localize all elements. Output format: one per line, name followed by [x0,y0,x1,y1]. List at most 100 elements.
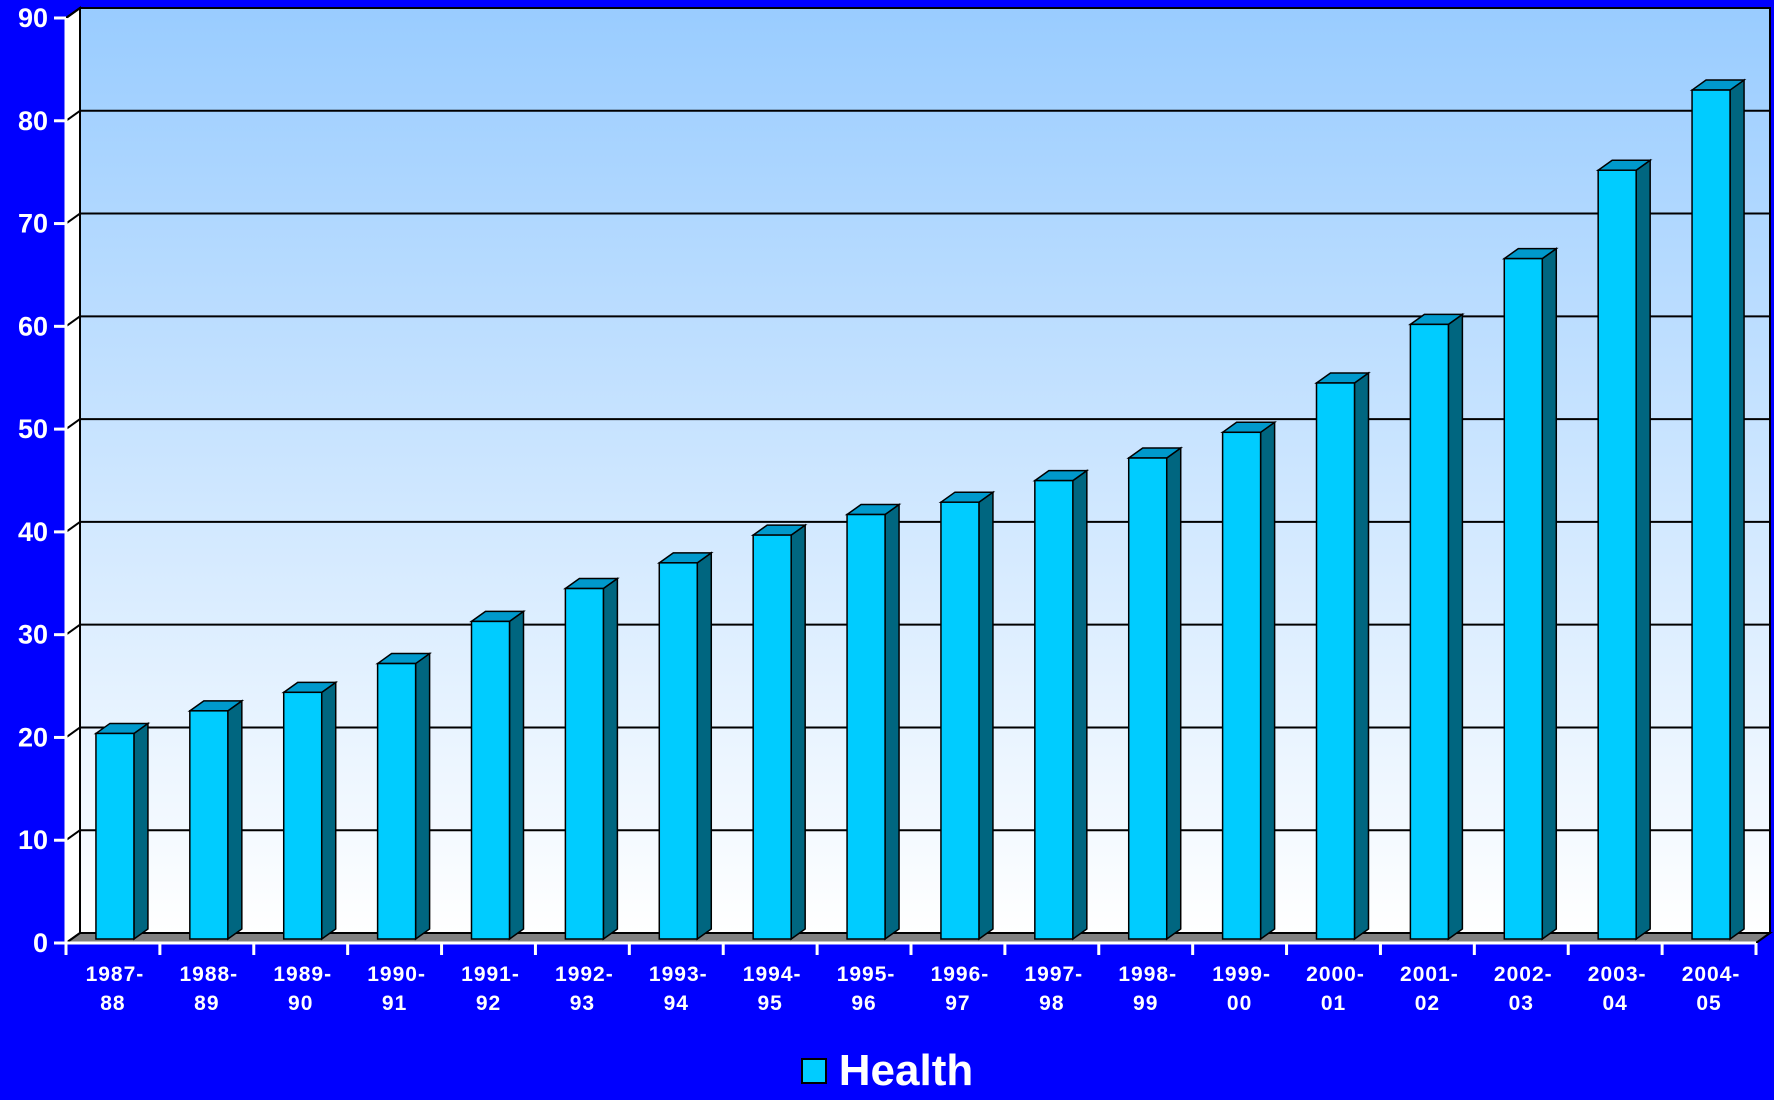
x-tick-label: 94 [664,992,689,1015]
bar-side [320,680,337,941]
x-tick-label: 1998- [1118,963,1177,986]
y-tick-label: 0 [33,928,48,958]
gridline-side [65,315,81,328]
bar-side [1729,78,1745,941]
legend-swatch-health [800,1058,827,1084]
y-tick-label: 10 [18,825,48,855]
bar-front [189,710,229,940]
legend-label-health: Health [838,1046,974,1095]
back-wall [79,7,1771,934]
gridline-side [65,109,81,122]
x-tick-label: 2001- [1400,963,1459,986]
x-tick-label: 1997- [1024,963,1083,986]
bars [93,78,1747,941]
x-tick-label: 1991- [461,963,520,986]
bar-side [414,652,431,941]
bar [1689,78,1747,941]
x-tick-label: 90 [288,992,313,1015]
gridline-side [65,829,81,842]
bar [281,680,339,941]
gridlines [65,7,1770,842]
x-tick-label: 04 [1602,992,1627,1015]
bar-side [978,490,994,941]
bar-front [282,691,323,940]
gridline-side [65,623,81,636]
bar [469,609,526,941]
bar-side [1165,446,1182,941]
y-tick-labels: 0 10 20 30 40 50 60 70 80 90 [18,3,48,958]
bar-side [1635,158,1651,941]
bar-side [133,721,149,941]
y-tick-label: 60 [18,311,48,341]
x-tick-label: 1988- [179,963,238,986]
bar-side [508,609,525,941]
y-tick-label: 20 [18,722,48,752]
bar [844,503,902,941]
bar-front [846,513,886,940]
x-tick-label: 1994- [743,963,802,986]
y-tick-label: 90 [18,3,48,33]
bar [1126,446,1184,941]
bar [1314,371,1371,941]
bar-side [696,551,713,941]
bar-front [940,501,980,940]
x-tick-label: 1999- [1212,963,1271,986]
bar-front [1034,479,1074,940]
bar-side [884,503,900,941]
x-tick-label: 95 [757,992,782,1015]
x-tick-label: 1990- [367,963,426,986]
x-tick-label: 1993- [649,963,708,986]
bar [750,523,808,941]
plot-area [65,6,1771,945]
bar-front [95,732,135,940]
x-tick-label: 01 [1321,992,1346,1015]
x-tick-label: 1995- [837,963,896,986]
bar-front [470,620,511,940]
x-tick-label: 1989- [273,963,332,986]
bar [656,551,714,941]
bar [93,721,151,941]
x-tick-label: 2004- [1682,963,1741,986]
x-tick-label: 1992- [555,963,614,986]
gridline-side [65,521,81,533]
x-tick-label: 1996- [931,963,990,986]
bar-side [790,523,806,941]
x-tick-label: 2003- [1588,963,1647,986]
bar-front [658,562,699,940]
side-wall [65,6,81,945]
y-tick-label: 80 [18,106,48,136]
x-tick-label: 2002- [1494,963,1553,986]
bar-side [1259,420,1276,941]
x-tick-label: 93 [570,992,595,1015]
y-tick-label: 70 [18,209,48,239]
legend: Health [0,1046,1774,1096]
bar [1220,420,1277,941]
x-tick-label: 92 [476,992,501,1015]
bar-front [1691,89,1731,940]
bar [1595,158,1653,941]
bar-front [1221,431,1262,940]
bar-front [1127,457,1168,940]
bar [1501,247,1559,941]
bar-front [1597,169,1637,940]
axes [54,16,1758,955]
y-tick-label: 40 [18,517,48,547]
x-tick-label: 1987- [86,963,145,986]
x-tick-label: 05 [1696,992,1721,1015]
bar-front [1315,382,1356,940]
bar [375,652,432,941]
x-tick-labels: 1987- 88 1988- 89 1989- 90 1990- 91 1991- 92 1992-… [86,963,1741,1015]
bar-side [1072,469,1088,941]
bar-side [1353,371,1370,941]
bar-front [752,534,792,940]
x-tick-label: 96 [851,992,876,1015]
bar-front [564,587,605,940]
bar [563,577,620,941]
bar-side [1447,312,1464,941]
x-tick-label: 02 [1415,992,1440,1015]
x-tick-label: 00 [1227,992,1252,1015]
x-tick-label: 97 [945,992,970,1015]
y-tick-label: 50 [18,414,48,444]
